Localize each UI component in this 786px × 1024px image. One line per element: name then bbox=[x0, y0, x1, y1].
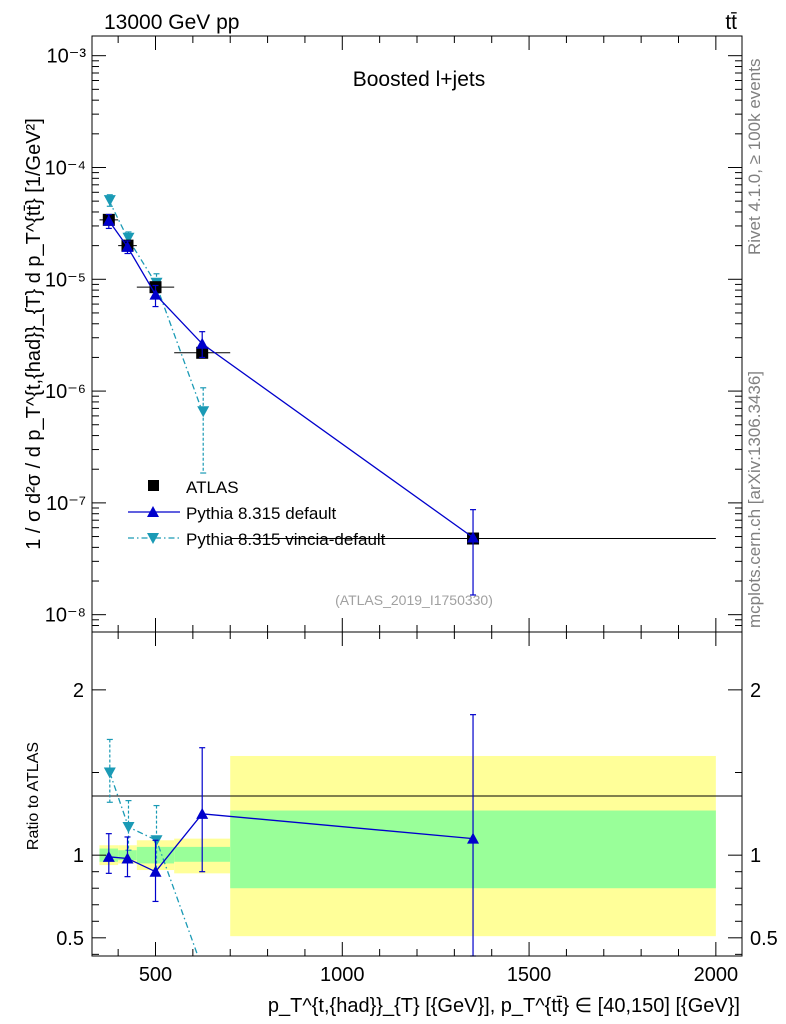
ratio-y-tick-label-right: 2 bbox=[750, 680, 761, 702]
ratio-y-tick-label-left: 2 bbox=[73, 680, 84, 702]
x-tick-label: 1500 bbox=[507, 964, 552, 986]
default-line bbox=[108, 220, 474, 539]
ratio-default-point bbox=[102, 850, 115, 862]
vincia-point bbox=[103, 195, 116, 207]
x-tick-label: 1000 bbox=[320, 964, 365, 986]
ratio-y-tick-label-left: 1 bbox=[73, 845, 84, 867]
ratio-y-tick-label-left: 0.5 bbox=[56, 928, 84, 950]
vincia-point bbox=[122, 232, 135, 244]
ratio-vincia-line bbox=[109, 772, 199, 957]
x-axis-label: p_T^{t,{had}}_{T} [{GeV}], p_T^{tt̄} ∈ [… bbox=[268, 995, 740, 1017]
ratio-bands bbox=[99, 755, 716, 937]
mcplots-label: mcplots.cern.ch [arXiv:1306.3436] bbox=[745, 371, 764, 628]
main-title: Boosted l+jets bbox=[353, 68, 486, 91]
default-point bbox=[149, 288, 162, 300]
rivet-version-label: Rivet 4.1.0, ≥ 100k events bbox=[745, 59, 764, 255]
ratio-default-point bbox=[121, 852, 134, 864]
legend-default-label: Pythia 8.315 default bbox=[186, 504, 337, 523]
x-tick-label: 500 bbox=[139, 964, 172, 986]
legend-atlas-label: ATLAS bbox=[186, 478, 239, 497]
main-panel: 10⁻³10⁻⁴10⁻⁵10⁻⁶10⁻⁷10⁻⁸ Boosted l+jets … bbox=[23, 35, 743, 633]
default-point bbox=[102, 214, 115, 226]
process-label: tt̄ bbox=[725, 11, 737, 34]
ratio-default-point bbox=[196, 807, 209, 819]
main-y-tick-label: 10⁻⁶ bbox=[45, 381, 86, 403]
default-point bbox=[196, 337, 209, 349]
default-point bbox=[467, 531, 480, 543]
ratio-marks bbox=[102, 714, 480, 957]
legend-default-marker bbox=[147, 506, 159, 517]
main-y-axis-label: 1 / σ d²σ / d p_T^{t,{had}}_{T} d p_T^{t… bbox=[23, 118, 45, 550]
ratio-panel: 0.5 0.5 1 1 2 2 500 1000 1500 2000 Ratio to ATLAS… bbox=[25, 631, 778, 1017]
ratio-default-point bbox=[467, 832, 480, 844]
main-y-tick-label: 10⁻⁸ bbox=[45, 605, 86, 627]
main-ticks: 10⁻³ 10⁻⁴ 10⁻⁵ 10⁻⁶ 10⁻⁷ 10⁻⁸ bbox=[45, 36, 742, 633]
ratio-frame bbox=[91, 631, 743, 957]
main-y-tick-label: 10⁻⁴ bbox=[45, 157, 86, 179]
vincia-point bbox=[197, 406, 210, 418]
vincia-line bbox=[108, 199, 203, 412]
ratio-vincia-point bbox=[122, 822, 135, 834]
legend-atlas-marker bbox=[148, 480, 159, 491]
legend-vincia-marker bbox=[147, 533, 159, 544]
energy-label: 13000 GeV pp bbox=[104, 11, 239, 34]
ratio-vincia-point bbox=[103, 767, 116, 779]
ratio-y-axis-label: Ratio to ATLAS bbox=[25, 742, 42, 850]
ratio-default-point bbox=[149, 865, 162, 877]
default-point bbox=[121, 240, 134, 252]
ratio-y-tick-label-right: 1 bbox=[750, 845, 761, 867]
legend-vincia-label: Pythia 8.315 vincia-default bbox=[186, 530, 386, 549]
ratio-ticks: 0.5 0.5 1 1 2 2 500 1000 1500 2000 bbox=[56, 632, 778, 986]
analysis-tag: (ATLAS_2019_I1750330) bbox=[335, 592, 493, 608]
main-marks bbox=[99, 194, 716, 596]
main-y-tick-label: 10⁻³ bbox=[47, 46, 87, 68]
legend: ATLAS Pythia 8.315 default Pythia 8.315 … bbox=[128, 478, 386, 549]
main-y-tick-label: 10⁻⁵ bbox=[45, 269, 86, 291]
main-y-tick-label: 10⁻⁷ bbox=[46, 493, 86, 515]
ratio-y-tick-label-right: 0.5 bbox=[750, 928, 778, 950]
x-tick-label: 2000 bbox=[694, 964, 739, 986]
